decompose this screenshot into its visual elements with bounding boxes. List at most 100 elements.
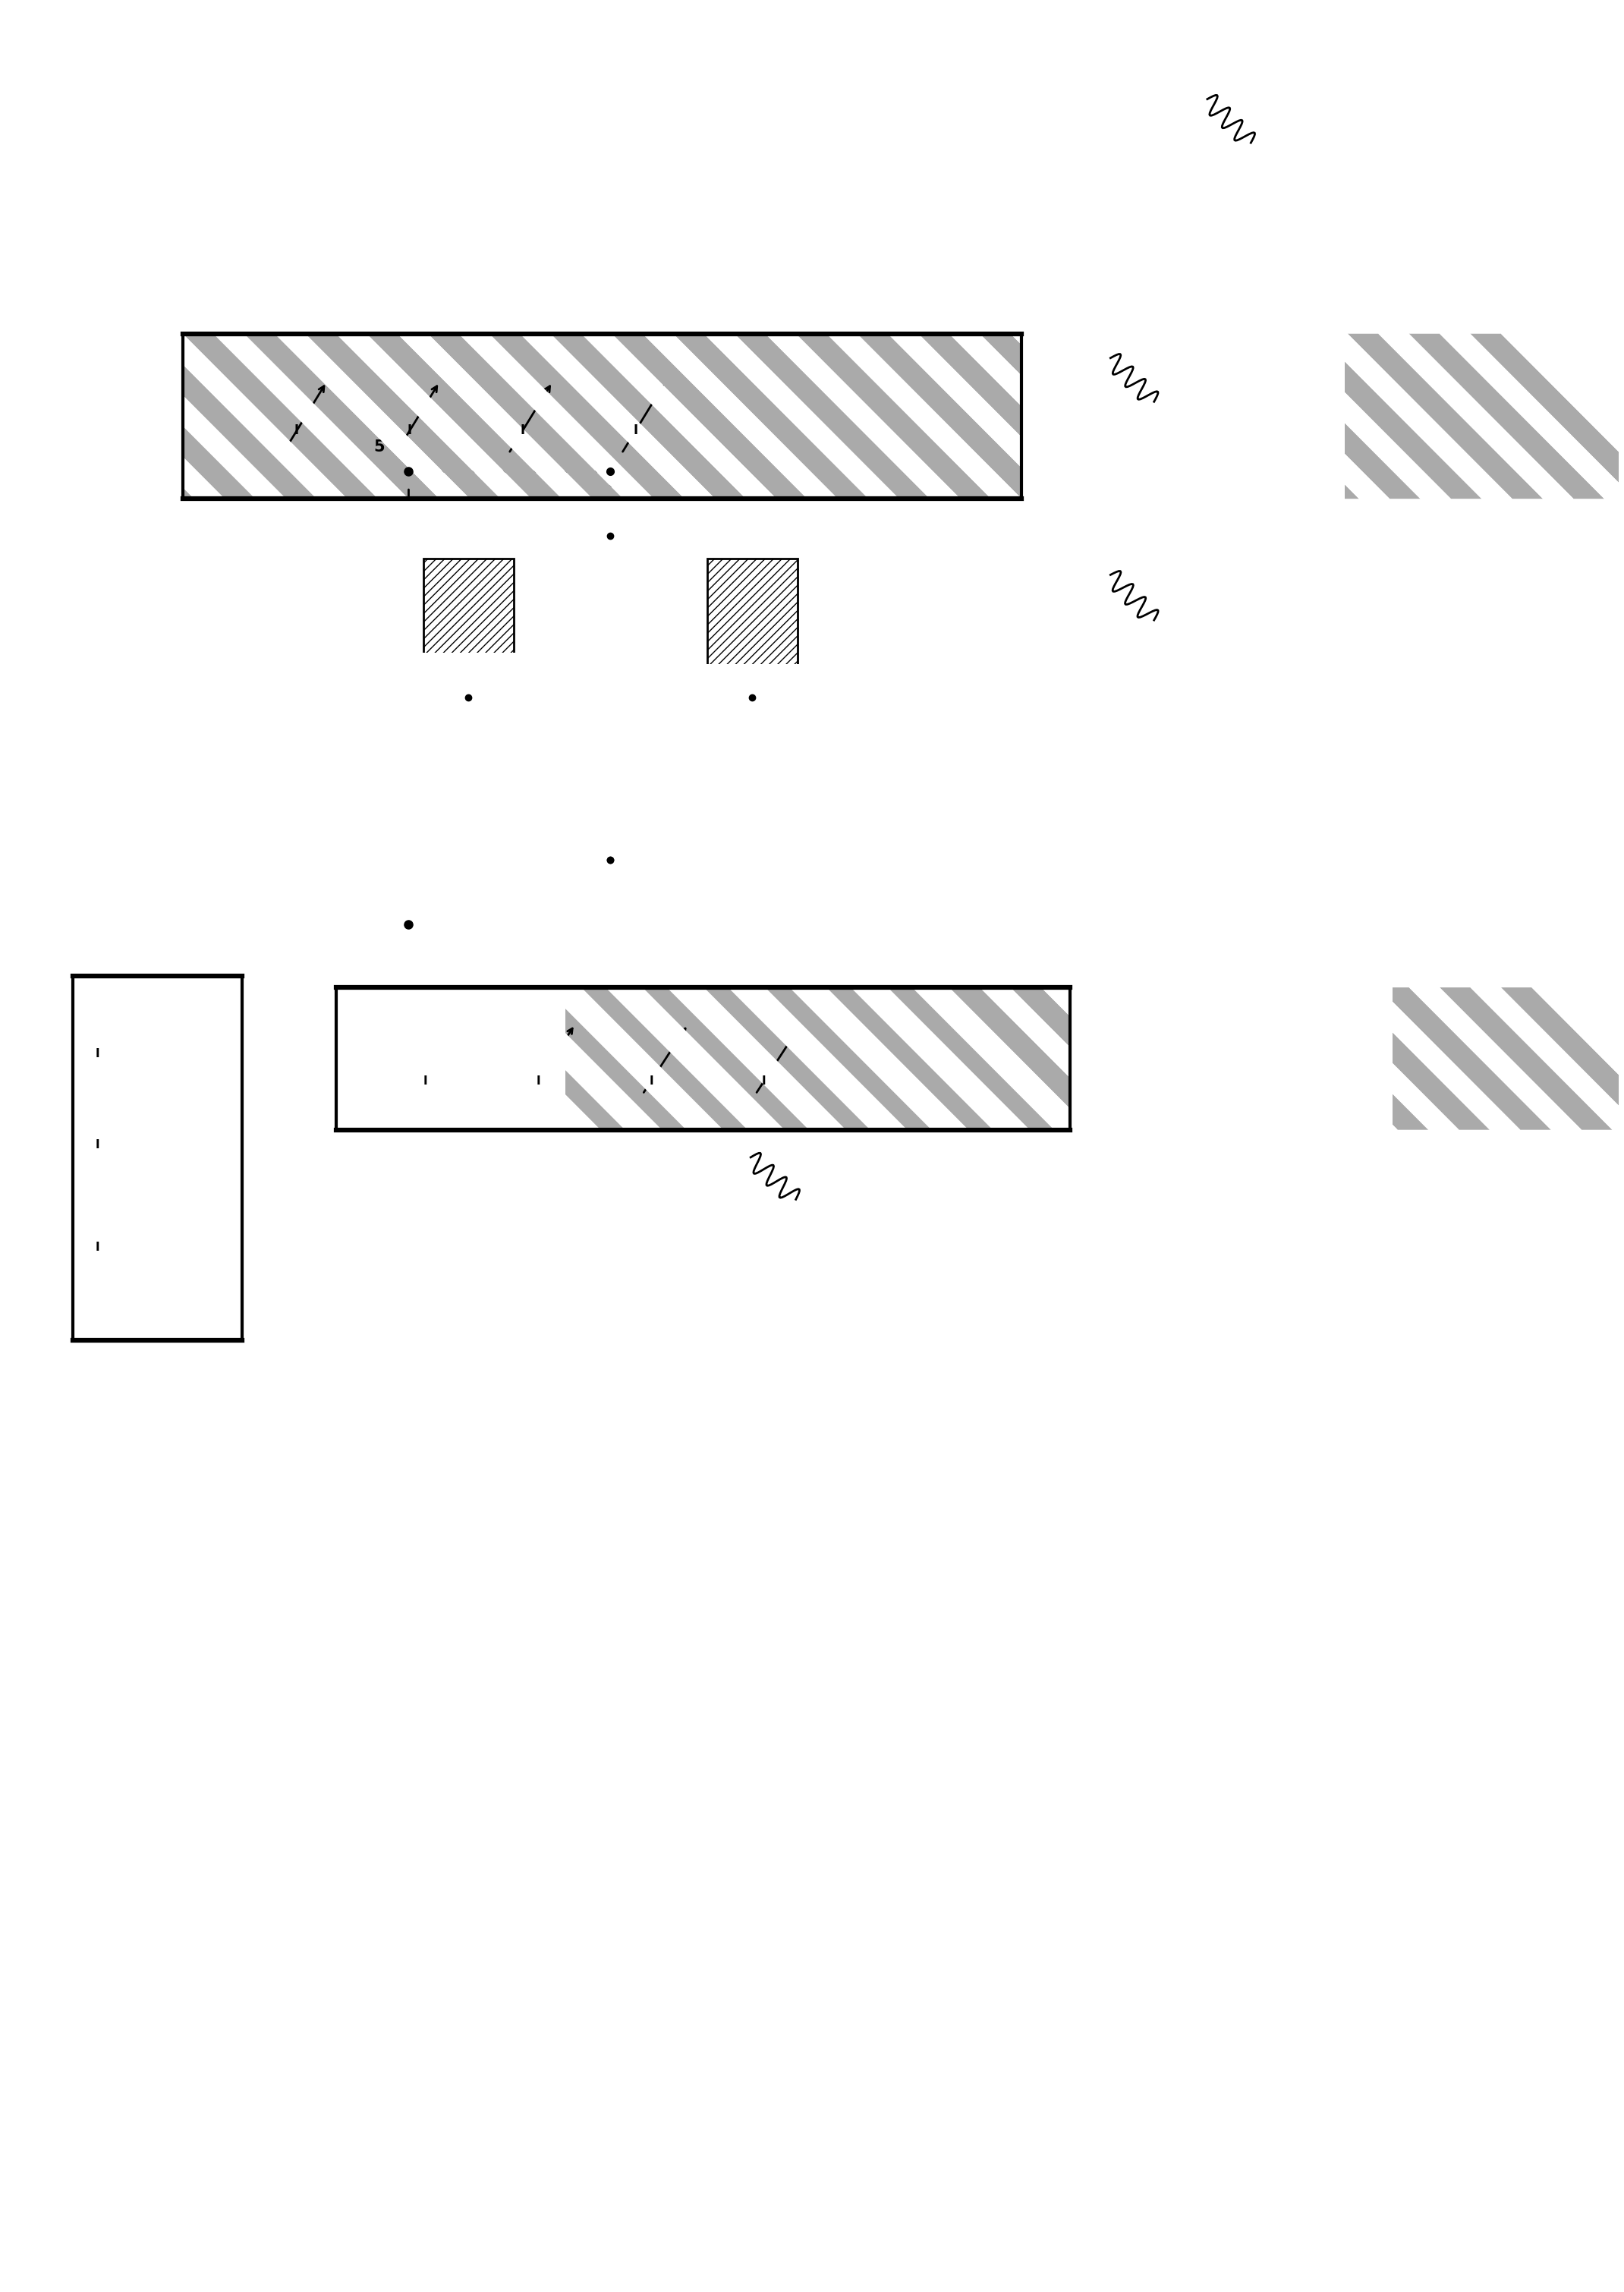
Polygon shape xyxy=(1194,988,1367,1130)
Text: 10b: 10b xyxy=(380,610,408,623)
Polygon shape xyxy=(274,988,447,1130)
Text: (Prior Art): (Prior Art) xyxy=(1122,243,1244,266)
Polygon shape xyxy=(367,335,562,500)
Polygon shape xyxy=(1010,988,1184,1130)
Polygon shape xyxy=(612,335,807,500)
Bar xyxy=(73,976,242,1341)
Text: 10y: 10y xyxy=(1021,951,1054,967)
Polygon shape xyxy=(1255,335,1450,500)
Polygon shape xyxy=(195,976,590,1341)
Text: 10: 10 xyxy=(1078,330,1101,344)
Polygon shape xyxy=(29,335,224,500)
Polygon shape xyxy=(244,988,417,1130)
Polygon shape xyxy=(901,976,1294,1341)
Text: I: I xyxy=(96,1139,101,1151)
Polygon shape xyxy=(1134,988,1306,1130)
Polygon shape xyxy=(166,976,559,1341)
Polygon shape xyxy=(1072,988,1244,1130)
Text: I: I xyxy=(650,1075,653,1086)
Polygon shape xyxy=(336,988,508,1130)
Polygon shape xyxy=(765,988,937,1130)
Polygon shape xyxy=(1041,988,1213,1130)
Polygon shape xyxy=(349,976,742,1341)
Bar xyxy=(13,908,336,1210)
Polygon shape xyxy=(643,988,815,1130)
Text: Vᵦ: Vᵦ xyxy=(318,690,338,706)
Polygon shape xyxy=(440,976,835,1341)
Polygon shape xyxy=(458,335,654,500)
Polygon shape xyxy=(948,988,1122,1130)
Polygon shape xyxy=(674,988,846,1130)
Polygon shape xyxy=(625,976,1018,1341)
Polygon shape xyxy=(1501,988,1624,1130)
Polygon shape xyxy=(244,335,438,500)
Text: 10a: 10a xyxy=(382,772,408,786)
Polygon shape xyxy=(979,988,1153,1130)
Polygon shape xyxy=(1470,988,1624,1130)
Polygon shape xyxy=(1134,335,1328,500)
Text: V₀: V₀ xyxy=(555,601,575,617)
Bar xyxy=(424,720,513,837)
Text: I: I xyxy=(424,1075,427,1086)
Polygon shape xyxy=(213,988,387,1130)
Polygon shape xyxy=(153,335,348,500)
Polygon shape xyxy=(0,335,133,500)
Text: 7: 7 xyxy=(435,722,443,736)
Bar xyxy=(242,896,565,1421)
Polygon shape xyxy=(305,335,500,500)
Polygon shape xyxy=(153,988,325,1130)
Polygon shape xyxy=(674,335,869,500)
Polygon shape xyxy=(716,976,1111,1341)
Text: 2: 2 xyxy=(831,291,841,307)
Bar xyxy=(0,896,73,1421)
Polygon shape xyxy=(870,976,1263,1341)
Polygon shape xyxy=(0,976,252,1341)
Polygon shape xyxy=(551,335,745,500)
Text: 4b: 4b xyxy=(771,513,791,527)
Polygon shape xyxy=(0,335,164,500)
Polygon shape xyxy=(287,976,682,1341)
Polygon shape xyxy=(73,976,466,1341)
Polygon shape xyxy=(0,976,313,1341)
Text: 2: 2 xyxy=(55,1364,65,1380)
Bar xyxy=(0,1341,565,1664)
Polygon shape xyxy=(91,988,263,1130)
Text: Y: Y xyxy=(80,14,93,30)
Text: 8: 8 xyxy=(760,722,770,736)
Text: 4a: 4a xyxy=(361,513,380,527)
Text: I: I xyxy=(945,176,952,190)
Text: X=EA: X=EA xyxy=(242,176,291,190)
Text: EAx: EAx xyxy=(640,1167,672,1183)
Polygon shape xyxy=(979,335,1176,500)
Text: X: X xyxy=(1127,763,1138,777)
Text: I: I xyxy=(294,424,299,438)
Text: I: I xyxy=(408,424,411,438)
Polygon shape xyxy=(564,976,957,1341)
Polygon shape xyxy=(1470,335,1624,500)
Polygon shape xyxy=(1439,335,1624,500)
Polygon shape xyxy=(429,335,624,500)
Polygon shape xyxy=(520,988,692,1130)
Text: 1: 1 xyxy=(1190,71,1202,87)
Bar xyxy=(13,665,1393,988)
Polygon shape xyxy=(213,335,409,500)
Bar xyxy=(0,653,565,976)
Polygon shape xyxy=(91,335,286,500)
Text: (Prior Art): (Prior Art) xyxy=(1171,458,1293,481)
Polygon shape xyxy=(471,976,866,1341)
Polygon shape xyxy=(398,988,570,1130)
Polygon shape xyxy=(1286,335,1481,500)
Text: Hₓ: Hₓ xyxy=(973,690,994,706)
Polygon shape xyxy=(581,335,776,500)
Polygon shape xyxy=(1224,335,1421,500)
Polygon shape xyxy=(305,988,477,1130)
Polygon shape xyxy=(888,335,1083,500)
Polygon shape xyxy=(1379,988,1551,1130)
Text: Fig.3: Fig.3 xyxy=(1231,587,1314,617)
Polygon shape xyxy=(502,976,896,1341)
Text: EAy: EAy xyxy=(171,1245,203,1258)
Polygon shape xyxy=(840,976,1233,1341)
Polygon shape xyxy=(734,335,931,500)
Polygon shape xyxy=(948,335,1145,500)
Polygon shape xyxy=(687,976,1080,1341)
